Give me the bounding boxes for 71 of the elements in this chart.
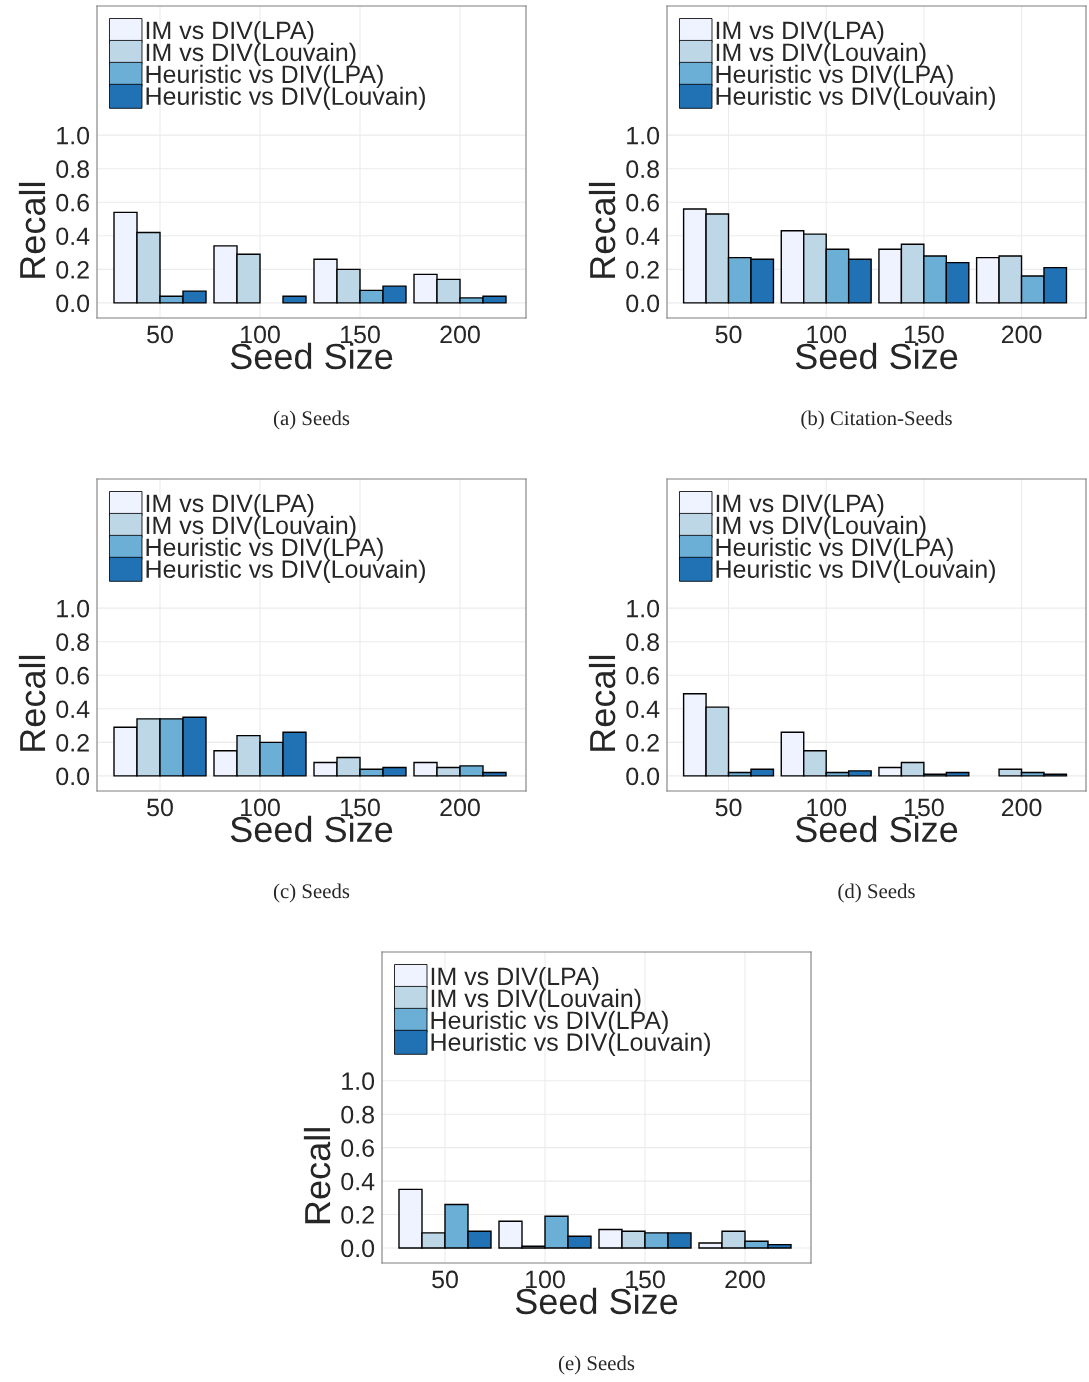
- x-tick-label: 100: [807, 798, 847, 817]
- y-tick-label: 0.4: [341, 1172, 375, 1191]
- legend-label: Heuristic vs DIV(Louvain): [716, 86, 995, 110]
- x-tick-label: 150: [341, 325, 380, 344]
- y-tick-label: 0.8: [56, 160, 89, 179]
- y-tick-label: 0.2: [56, 733, 89, 752]
- text: (d) Seeds: [838, 883, 915, 903]
- text: (b) Citation-Seeds: [801, 410, 952, 430]
- x-axis-title: Seed Size: [795, 815, 958, 843]
- y-tick-label: 0.4: [626, 227, 660, 246]
- y-tick-label: 0.2: [626, 260, 659, 279]
- legend-label: Heuristic vs DIV(Louvain): [716, 559, 995, 583]
- x-tick-label: 50: [715, 325, 742, 344]
- x-tick-label: 100: [807, 325, 847, 344]
- x-tick-label: 200: [725, 1270, 765, 1289]
- legend-label: Heuristic vs DIV(Louvain): [146, 86, 425, 110]
- x-tick-label: 50: [147, 325, 173, 344]
- y-axis-title: Recall: [303, 1128, 331, 1224]
- legend-label: Heuristic vs DIV(Louvain): [431, 1032, 710, 1056]
- y-tick-label: 1.0: [627, 126, 660, 145]
- x-axis-title: Seed Size: [230, 815, 393, 843]
- x-tick-label: 150: [904, 325, 944, 344]
- y-tick-label: 0.2: [341, 1206, 374, 1224]
- y-tick-label: 0.4: [56, 700, 90, 719]
- x-tick-label: 200: [440, 798, 480, 817]
- text: (e) Seeds: [558, 1355, 635, 1375]
- y-tick-label: 0.8: [626, 160, 659, 179]
- y-tick-label: 0.4: [626, 700, 660, 719]
- x-tick-label: 50: [432, 1270, 458, 1289]
- y-tick-label: 0.6: [626, 666, 659, 685]
- x-tick-label: 200: [1001, 798, 1042, 817]
- y-tick-label: 1.0: [342, 1072, 375, 1091]
- y-tick-label: 0.2: [56, 260, 89, 279]
- legend-label: Heuristic vs DIV(Louvain): [146, 559, 425, 583]
- x-tick-label: 100: [241, 325, 280, 344]
- x-axis-title: Seed Size: [515, 1287, 678, 1315]
- y-tick-label: 1.0: [57, 599, 90, 618]
- y-tick-label: 0.0: [626, 767, 660, 786]
- x-tick-label: 150: [904, 798, 944, 817]
- text: (c) Seeds: [273, 883, 350, 903]
- bar: [282, 295, 307, 304]
- x-tick-label: 150: [341, 798, 380, 817]
- y-tick-label: 0.4: [56, 227, 90, 246]
- y-tick-label: 0.6: [626, 193, 659, 212]
- y-tick-label: 1.0: [57, 126, 90, 145]
- text: (a) Seeds: [273, 410, 350, 430]
- y-tick-label: 0.0: [341, 1239, 375, 1258]
- x-tick-label: 200: [440, 325, 480, 344]
- y-axis-title: Recall: [18, 182, 46, 278]
- y-tick-label: 1.0: [627, 599, 660, 618]
- y-tick-label: 0.6: [56, 193, 89, 212]
- y-axis-title: Recall: [18, 655, 46, 751]
- y-tick-label: 0.6: [56, 666, 89, 685]
- y-axis-title: Recall: [588, 655, 616, 751]
- y-axis-title: Recall: [588, 182, 616, 278]
- x-tick-label: 100: [241, 798, 280, 817]
- x-tick-label: 150: [626, 1270, 665, 1289]
- y-tick-label: 0.0: [56, 767, 90, 786]
- y-tick-label: 0.0: [626, 294, 660, 313]
- y-tick-label: 0.8: [341, 1105, 374, 1124]
- x-tick-label: 50: [147, 798, 173, 817]
- y-tick-label: 0.0: [56, 294, 90, 313]
- y-tick-label: 0.8: [56, 633, 89, 652]
- x-axis-title: Seed Size: [230, 342, 393, 370]
- x-tick-label: 200: [1001, 325, 1042, 344]
- y-tick-label: 0.2: [626, 733, 659, 752]
- x-axis-title: Seed Size: [795, 342, 958, 370]
- x-tick-label: 50: [715, 798, 742, 817]
- x-tick-label: 100: [526, 1270, 565, 1289]
- y-tick-label: 0.6: [341, 1139, 374, 1157]
- y-tick-label: 0.8: [626, 633, 659, 652]
